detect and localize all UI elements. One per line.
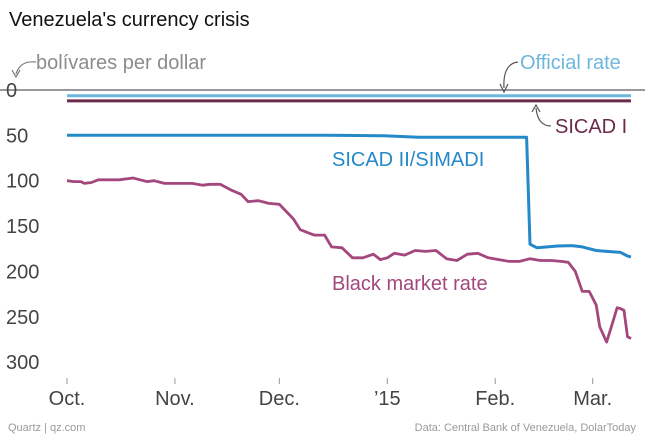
- official-rate-arrowhead: [499, 83, 509, 94]
- y-tick-label: 300: [6, 352, 39, 374]
- y-tick-label: 100: [6, 171, 39, 193]
- ylabel-arrow: [15, 61, 37, 75]
- sicad1-label: SICAD I: [555, 116, 627, 138]
- data-source: Data: Central Bank of Venezuela, DolarTo…: [414, 422, 636, 434]
- source-credit: Quartz | qz.com: [8, 422, 86, 434]
- x-tick-label: ’15: [374, 388, 401, 410]
- y-tick-label: 50: [6, 125, 28, 147]
- official-rate-label: Official rate: [520, 52, 621, 74]
- y-tick-label: 0: [6, 80, 17, 102]
- y-axis-label: bolívares per dollar: [36, 52, 206, 74]
- sicad1-arrow: [535, 107, 552, 127]
- black-market-line: [66, 176, 632, 344]
- y-tick-label: 200: [6, 261, 39, 283]
- sicad2-label: SICAD II/SIMADI: [332, 149, 484, 171]
- x-tick-label: Mar.: [573, 388, 612, 410]
- ylabel-arrowhead: [11, 69, 21, 79]
- x-tick-label: Feb.: [475, 388, 515, 410]
- x-tick-label: Oct.: [49, 388, 86, 410]
- y-tick-label: 250: [6, 307, 39, 329]
- chart-title: Venezuela's currency crisis: [9, 9, 250, 31]
- x-tick-label: Dec.: [259, 388, 300, 410]
- y-tick-label: 150: [6, 216, 39, 238]
- official-rate-arrow: [503, 61, 519, 89]
- x-tick-label: Nov.: [155, 388, 195, 410]
- sicad2-simadi-line: [67, 133, 632, 259]
- sicad1-arrowhead: [531, 103, 541, 113]
- black-market-label: Black market rate: [332, 273, 488, 295]
